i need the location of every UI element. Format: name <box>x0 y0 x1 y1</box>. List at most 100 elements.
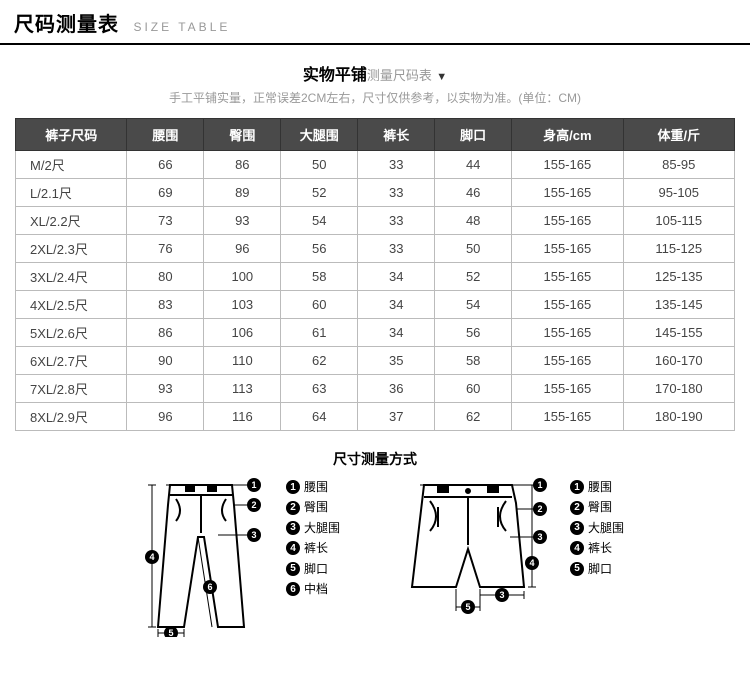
table-header-cell: 脚口 <box>435 119 512 151</box>
legend-row: 3 大腿围 <box>286 518 340 538</box>
shorts-svg: 1 2 3 4 5 3 <box>390 477 560 627</box>
table-cell: 34 <box>358 291 435 319</box>
long-pants-legend: 1腰围2臀围3大腿围4裤长5脚口6中档 <box>286 477 340 599</box>
table-cell: 103 <box>204 291 281 319</box>
legend-badge-icon: 4 <box>286 541 300 555</box>
table-cell: 34 <box>358 263 435 291</box>
diagrams: 1 2 3 4 5 6 1腰围2臀围3大腿围4裤长5脚口6中档 <box>0 477 750 637</box>
table-row: L/2.1尺6989523346155-16595-105 <box>16 179 735 207</box>
table-cell: 115-125 <box>623 235 734 263</box>
table-cell: XL/2.2尺 <box>16 207 127 235</box>
legend-badge-icon: 2 <box>286 501 300 515</box>
legend-label: 大腿围 <box>588 518 624 538</box>
table-row: 5XL/2.6尺86106613456155-165145-155 <box>16 319 735 347</box>
table-cell: 58 <box>281 263 358 291</box>
table-header-cell: 体重/斤 <box>623 119 734 151</box>
table-cell: 135-145 <box>623 291 734 319</box>
table-cell: 64 <box>281 403 358 431</box>
table-cell: 125-135 <box>623 263 734 291</box>
table-row: 4XL/2.5尺83103603454155-165135-145 <box>16 291 735 319</box>
table-cell: 48 <box>435 207 512 235</box>
table-cell: 155-165 <box>512 319 623 347</box>
legend-label: 腰围 <box>304 477 328 497</box>
table-cell: M/2尺 <box>16 151 127 179</box>
table-cell: 60 <box>281 291 358 319</box>
table-cell: 73 <box>127 207 204 235</box>
legend-label: 裤长 <box>304 538 328 558</box>
table-cell: 33 <box>358 235 435 263</box>
table-row: 8XL/2.9尺96116643762155-165180-190 <box>16 403 735 431</box>
legend-label: 脚口 <box>588 559 612 579</box>
table-cell: 96 <box>204 235 281 263</box>
table-cell: 105-115 <box>623 207 734 235</box>
table-cell: 52 <box>281 179 358 207</box>
table-cell: 170-180 <box>623 375 734 403</box>
table-cell: 69 <box>127 179 204 207</box>
legend-row: 3 大腿围 <box>570 518 624 538</box>
table-cell: 86 <box>204 151 281 179</box>
table-cell: 90 <box>127 347 204 375</box>
table-cell: 95-105 <box>623 179 734 207</box>
table-row: 2XL/2.3尺7696563350155-165115-125 <box>16 235 735 263</box>
table-cell: 80 <box>127 263 204 291</box>
table-cell: 110 <box>204 347 281 375</box>
table-cell: 36 <box>358 375 435 403</box>
table-cell: 113 <box>204 375 281 403</box>
table-cell: 160-170 <box>623 347 734 375</box>
table-cell: 33 <box>358 207 435 235</box>
legend-badge-icon: 5 <box>286 562 300 576</box>
table-cell: 54 <box>281 207 358 235</box>
legend-badge-icon: 3 <box>286 521 300 535</box>
long-pants-diagram: 1 2 3 4 5 6 1腰围2臀围3大腿围4裤长5脚口6中档 <box>126 477 340 637</box>
table-cell: 180-190 <box>623 403 734 431</box>
legend-badge-icon: 1 <box>286 480 300 494</box>
table-cell: 44 <box>435 151 512 179</box>
svg-text:2: 2 <box>251 500 256 510</box>
table-cell: 54 <box>435 291 512 319</box>
table-cell: 155-165 <box>512 235 623 263</box>
measurement-note: 手工平铺实量，正常误差2CM左右，尺寸仅供参考，以实物为准。(单位：CM) <box>0 89 750 106</box>
legend-row: 1 腰围 <box>286 477 340 497</box>
table-cell: 34 <box>358 319 435 347</box>
legend-label: 大腿围 <box>304 518 340 538</box>
legend-label: 臀围 <box>304 497 328 517</box>
table-cell: 76 <box>127 235 204 263</box>
table-cell: 155-165 <box>512 207 623 235</box>
table-header-cell: 裤长 <box>358 119 435 151</box>
page-header: 尺码测量表 SIZE TABLE <box>0 0 750 45</box>
table-row: 6XL/2.7尺90110623558155-165160-170 <box>16 347 735 375</box>
table-cell: 62 <box>281 347 358 375</box>
table-cell: 93 <box>127 375 204 403</box>
table-cell: 6XL/2.7尺 <box>16 347 127 375</box>
legend-row: 4 裤长 <box>286 538 340 558</box>
legend-label: 脚口 <box>304 559 328 579</box>
table-cell: 106 <box>204 319 281 347</box>
table-cell: 63 <box>281 375 358 403</box>
svg-text:5: 5 <box>168 628 173 637</box>
table-cell: 155-165 <box>512 291 623 319</box>
legend-row: 5 脚口 <box>286 559 340 579</box>
legend-badge-icon: 2 <box>570 501 584 515</box>
svg-text:4: 4 <box>149 552 154 562</box>
legend-badge-icon: 3 <box>570 521 584 535</box>
header-title-cn: 尺码测量表 <box>14 14 119 36</box>
table-body: M/2尺6686503344155-16585-95L/2.1尺69895233… <box>16 151 735 431</box>
subhead-light: 测量尺码表 <box>367 68 432 83</box>
legend-row: 5 脚口 <box>570 559 624 579</box>
legend-row: 1腰围 <box>570 477 624 497</box>
legend-label: 臀围 <box>588 497 612 517</box>
table-cell: 66 <box>127 151 204 179</box>
legend-badge-icon: 5 <box>570 562 584 576</box>
size-table: 裤子尺码腰围臀围大腿围裤长脚口身高/cm体重/斤 M/2尺66865033441… <box>15 118 735 431</box>
dropdown-arrow-icon: ▼ <box>436 71 447 83</box>
table-cell: 8XL/2.9尺 <box>16 403 127 431</box>
table-cell: 145-155 <box>623 319 734 347</box>
table-cell: 50 <box>281 151 358 179</box>
svg-text:3: 3 <box>251 530 256 540</box>
table-row: 7XL/2.8尺93113633660155-165170-180 <box>16 375 735 403</box>
subheader: 实物平铺测量尺码表 ▼ <box>0 61 750 85</box>
table-row: XL/2.2尺7393543348155-165105-115 <box>16 207 735 235</box>
svg-text:2: 2 <box>537 504 542 514</box>
table-header-cell: 裤子尺码 <box>16 119 127 151</box>
table-cell: 56 <box>435 319 512 347</box>
